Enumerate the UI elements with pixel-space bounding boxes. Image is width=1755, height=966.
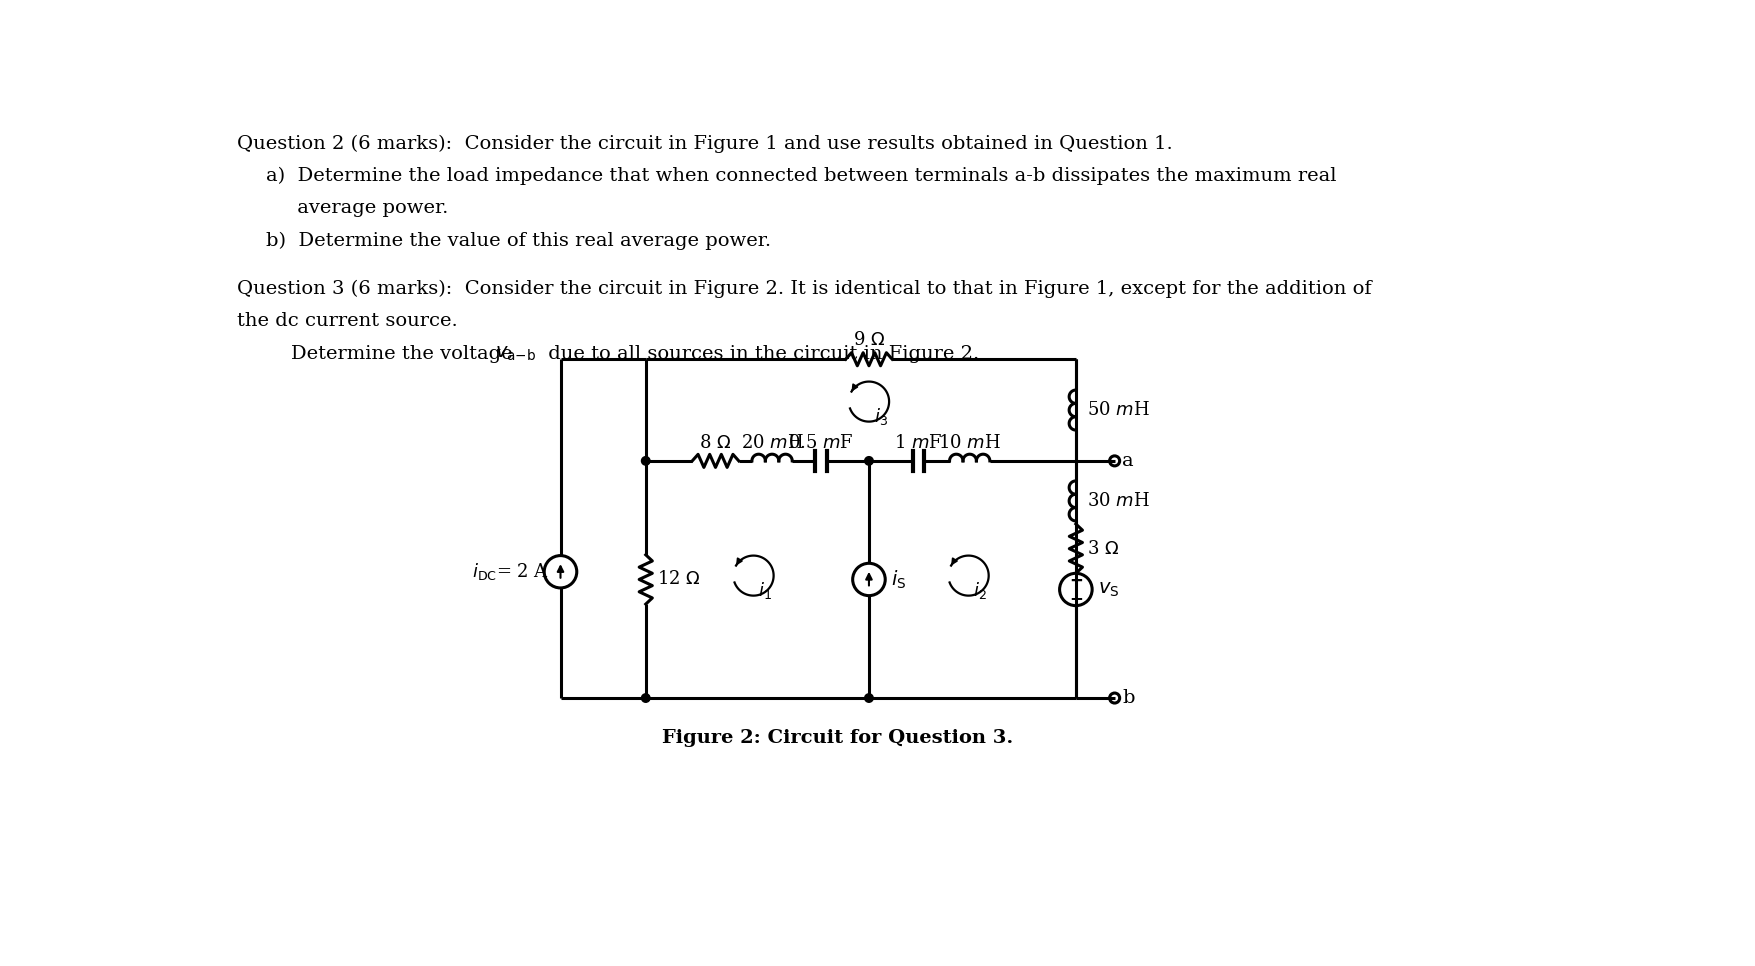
- Text: 30 $m$H: 30 $m$H: [1086, 492, 1150, 510]
- Text: +: +: [1069, 573, 1083, 590]
- Text: Figure 2: Circuit for Question 3.: Figure 2: Circuit for Question 3.: [662, 728, 1013, 747]
- Text: 3 $\Omega$: 3 $\Omega$: [1086, 540, 1118, 557]
- Text: 8 $\Omega$: 8 $\Omega$: [698, 434, 732, 452]
- Text: 1 $m$F: 1 $m$F: [893, 434, 942, 452]
- Text: 10 $m$H: 10 $m$H: [937, 434, 1000, 452]
- Text: b)  Determine the value of this real average power.: b) Determine the value of this real aver…: [265, 232, 770, 249]
- Text: $i_2$: $i_2$: [972, 581, 986, 601]
- Text: average power.: average power.: [265, 199, 448, 217]
- Text: $v_{\rm a\mathsf{-}b}$: $v_{\rm a\mathsf{-}b}$: [495, 345, 537, 363]
- Circle shape: [863, 457, 872, 465]
- Circle shape: [641, 694, 649, 702]
- Text: $v_{\rm S}$: $v_{\rm S}$: [1097, 581, 1118, 599]
- Text: 12 $\Omega$: 12 $\Omega$: [656, 571, 700, 588]
- Text: 20 $m$H: 20 $m$H: [741, 434, 804, 452]
- Text: b: b: [1121, 689, 1134, 707]
- Text: a: a: [1121, 452, 1134, 469]
- Text: −: −: [1069, 588, 1083, 607]
- Text: 50 $m$H: 50 $m$H: [1086, 401, 1150, 419]
- Text: Question 3 (6 marks):  Consider the circuit in Figure 2. It is identical to that: Question 3 (6 marks): Consider the circu…: [237, 280, 1371, 298]
- Text: the dc current source.: the dc current source.: [237, 312, 456, 330]
- Text: $i_{\rm DC}$= 2 A: $i_{\rm DC}$= 2 A: [472, 561, 549, 582]
- Text: $i_1$: $i_1$: [758, 581, 772, 601]
- Text: Determine the voltage: Determine the voltage: [265, 345, 518, 362]
- Text: Question 2 (6 marks):  Consider the circuit in Figure 1 and use results obtained: Question 2 (6 marks): Consider the circu…: [237, 134, 1172, 153]
- Circle shape: [863, 694, 872, 702]
- Text: 0.5 $m$F: 0.5 $m$F: [788, 434, 853, 452]
- Text: 9 $\Omega$: 9 $\Omega$: [853, 331, 885, 350]
- Text: a)  Determine the load impedance that when connected between terminals a-b dissi: a) Determine the load impedance that whe…: [265, 167, 1336, 185]
- Text: due to all sources in the circuit in Figure 2.: due to all sources in the circuit in Fig…: [542, 345, 979, 362]
- Circle shape: [641, 457, 649, 465]
- Text: $i_3$: $i_3$: [872, 407, 886, 427]
- Text: $i_{\rm S}$: $i_{\rm S}$: [890, 568, 906, 590]
